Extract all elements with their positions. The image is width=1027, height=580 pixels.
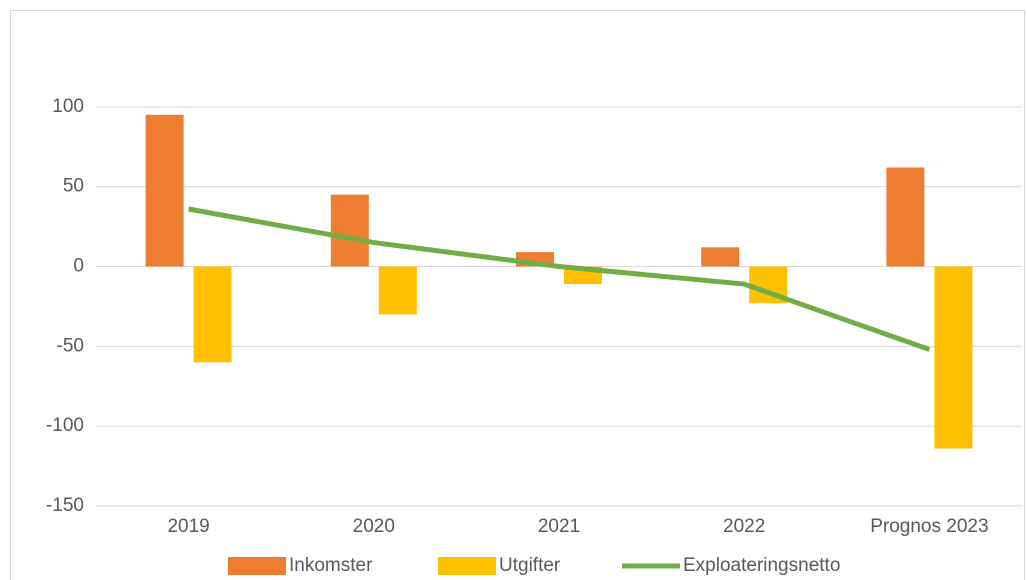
chart-border (10, 10, 1025, 580)
bar (378, 266, 417, 315)
legend-label: Exploateringsnetto (683, 555, 840, 576)
y-tick-label: -100 (46, 415, 84, 436)
y-tick-label: 50 (63, 176, 84, 197)
legend-swatch (228, 557, 286, 575)
line (188, 206, 931, 352)
y-tick-label: -150 (46, 495, 84, 516)
x-tick-label: 2020 (353, 516, 395, 537)
x-tick-label: 2021 (538, 516, 580, 537)
legend-label: Inkomster (289, 555, 373, 576)
x-tick-label: Prognos 2023 (870, 516, 988, 537)
y-tick-label: 100 (52, 96, 84, 117)
legend-swatch (438, 557, 496, 575)
bar (330, 194, 369, 267)
bar (934, 266, 973, 449)
y-tick-label: -50 (57, 335, 84, 356)
bar (193, 266, 232, 363)
y-tick-label: 0 (73, 256, 84, 277)
x-tick-label: 2022 (723, 516, 765, 537)
bar (701, 247, 740, 267)
bar (886, 167, 925, 267)
x-tick-label: 2019 (167, 516, 209, 537)
bar (145, 114, 184, 267)
legend-label: Utgifter (499, 555, 561, 576)
